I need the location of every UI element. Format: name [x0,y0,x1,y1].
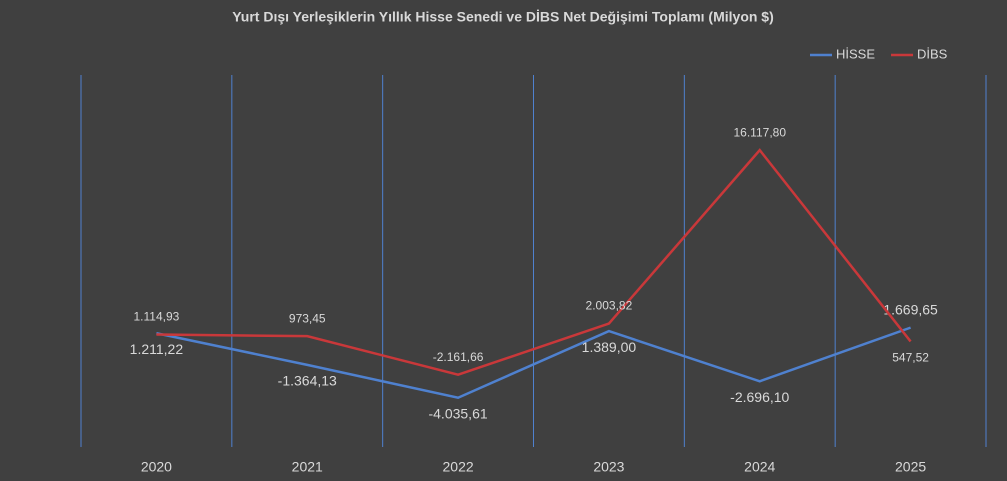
series-line [156,148,912,377]
series-line [156,326,912,400]
data-label: 547,52 [892,351,929,365]
data-label: 1.669,65 [883,301,938,317]
x-tick-label: 2021 [292,459,323,475]
data-label: 1.211,22 [130,341,184,357]
data-label: -1.364,13 [278,373,337,389]
data-label: 1.114,93 [134,310,180,324]
data-label: 16.117,80 [734,125,787,139]
chart-title: Yurt Dışı Yerleşiklerin Yıllık Hisse Sen… [232,9,774,25]
data-label: -2.696,10 [730,389,789,405]
x-tick-label: 2024 [744,459,775,475]
data-label: -4.035,61 [428,405,487,421]
x-tick-label: 2025 [895,459,926,475]
legend-label: HİSSE [836,46,875,61]
data-label: 2.003,82 [586,299,633,313]
data-label: 1.389,00 [582,339,637,355]
data-label: -2.161,66 [433,350,484,364]
x-tick-label: 2022 [443,459,474,475]
data-label: 973,45 [289,311,326,325]
x-tick-label: 2020 [141,459,172,475]
x-tick-label: 2023 [593,459,624,475]
legend-label: DİBS [917,46,948,61]
